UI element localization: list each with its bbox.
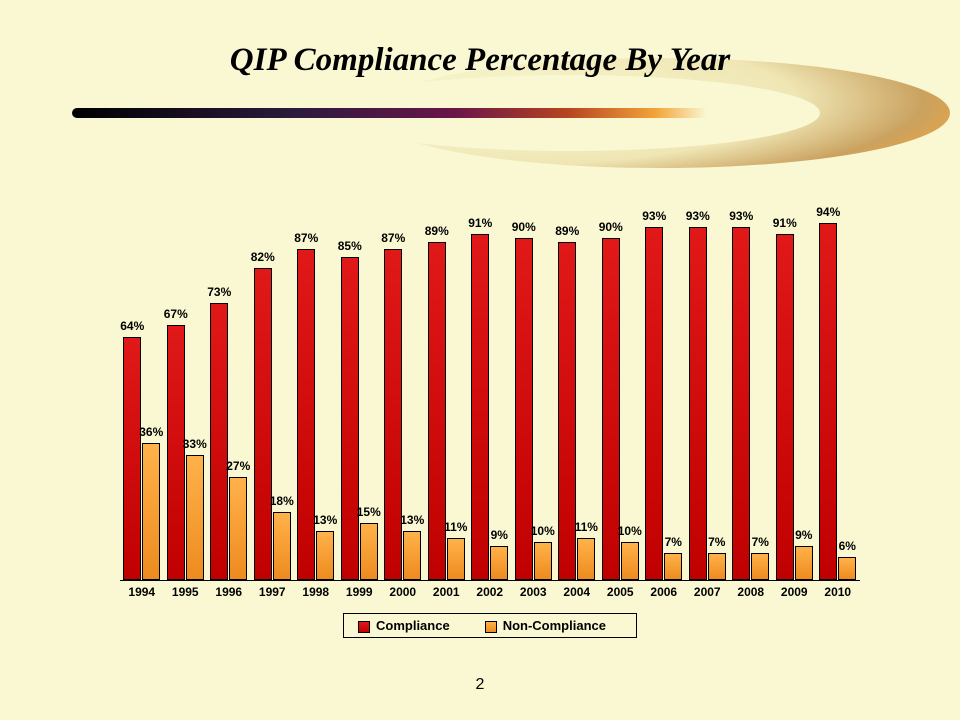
value-label: 89% xyxy=(421,224,453,238)
value-label: 13% xyxy=(397,513,427,527)
bar-compliance xyxy=(254,268,272,580)
value-label: 87% xyxy=(377,231,409,245)
value-label: 64% xyxy=(116,319,148,333)
x-tick-label: 2003 xyxy=(512,585,556,599)
bar-compliance xyxy=(297,249,315,580)
bar-noncompliance xyxy=(403,531,421,580)
legend-swatch xyxy=(358,621,370,633)
bar-compliance xyxy=(123,337,141,580)
bar-noncompliance xyxy=(708,553,726,580)
decorative-swoosh xyxy=(0,0,960,200)
value-label: 91% xyxy=(769,216,801,230)
value-label: 89% xyxy=(551,224,583,238)
value-label: 82% xyxy=(247,250,279,264)
value-label: 93% xyxy=(682,209,714,223)
x-tick-label: 2001 xyxy=(425,585,469,599)
slide-title: QIP Compliance Percentage By Year xyxy=(0,42,960,79)
x-tick-label: 2010 xyxy=(816,585,860,599)
value-label: 6% xyxy=(832,539,862,553)
value-label: 90% xyxy=(508,220,540,234)
value-label: 13% xyxy=(310,513,340,527)
bar-noncompliance xyxy=(490,546,508,580)
bar-noncompliance xyxy=(751,553,769,580)
value-label: 33% xyxy=(180,437,210,451)
legend-label: Non-Compliance xyxy=(503,618,606,633)
x-tick-label: 1995 xyxy=(164,585,208,599)
bar-noncompliance xyxy=(273,512,291,580)
bar-compliance xyxy=(384,249,402,580)
value-label: 9% xyxy=(484,528,514,542)
x-axis: 1994199519961997199819992000200120022003… xyxy=(120,581,860,599)
bar-noncompliance xyxy=(447,538,465,580)
value-label: 10% xyxy=(528,524,558,538)
value-label: 87% xyxy=(290,231,322,245)
page-number: 2 xyxy=(0,676,960,694)
legend-item-noncompliance: Non-Compliance xyxy=(485,618,606,633)
bar-noncompliance xyxy=(621,542,639,580)
bar-noncompliance xyxy=(577,538,595,580)
x-tick-label: 2000 xyxy=(381,585,425,599)
bar-compliance xyxy=(819,223,837,580)
legend-swatch xyxy=(485,621,497,633)
x-tick-label: 1998 xyxy=(294,585,338,599)
value-label: 15% xyxy=(354,505,384,519)
value-label: 94% xyxy=(812,205,844,219)
value-label: 36% xyxy=(136,425,166,439)
x-tick-label: 2006 xyxy=(642,585,686,599)
bar-compliance xyxy=(167,325,185,580)
x-tick-label: 2002 xyxy=(468,585,512,599)
value-label: 73% xyxy=(203,285,235,299)
bar-compliance xyxy=(689,227,707,580)
value-label: 93% xyxy=(638,209,670,223)
value-label: 7% xyxy=(702,535,732,549)
chart-legend: Compliance Non-Compliance xyxy=(343,613,637,638)
value-label: 27% xyxy=(223,459,253,473)
bar-noncompliance xyxy=(534,542,552,580)
legend-label: Compliance xyxy=(376,618,450,633)
value-label: 85% xyxy=(334,239,366,253)
value-label: 10% xyxy=(615,524,645,538)
bar-compliance xyxy=(210,303,228,580)
value-label: 11% xyxy=(571,520,601,534)
value-label: 7% xyxy=(658,535,688,549)
x-tick-label: 2007 xyxy=(686,585,730,599)
x-tick-label: 1997 xyxy=(251,585,295,599)
x-tick-label: 2005 xyxy=(599,585,643,599)
x-tick-label: 2008 xyxy=(729,585,773,599)
value-label: 90% xyxy=(595,220,627,234)
bar-noncompliance xyxy=(664,553,682,580)
bar-noncompliance xyxy=(360,523,378,580)
bar-noncompliance xyxy=(316,531,334,580)
x-tick-label: 2009 xyxy=(773,585,817,599)
x-tick-label: 2004 xyxy=(555,585,599,599)
bar-compliance xyxy=(645,227,663,580)
x-tick-label: 1994 xyxy=(120,585,164,599)
bar-noncompliance xyxy=(795,546,813,580)
value-label: 67% xyxy=(160,307,192,321)
legend-item-compliance: Compliance xyxy=(358,618,450,633)
value-label: 18% xyxy=(267,494,297,508)
x-tick-label: 1999 xyxy=(338,585,382,599)
bar-noncompliance xyxy=(229,477,247,580)
value-label: 91% xyxy=(464,216,496,230)
bar-noncompliance xyxy=(142,443,160,580)
bar-noncompliance xyxy=(186,455,204,580)
value-label: 7% xyxy=(745,535,775,549)
bar-noncompliance xyxy=(838,557,856,580)
compliance-bar-chart: 64%36%67%33%73%27%82%18%87%13%85%15%87%1… xyxy=(120,200,860,638)
value-label: 9% xyxy=(789,528,819,542)
x-tick-label: 1996 xyxy=(207,585,251,599)
value-label: 93% xyxy=(725,209,757,223)
plot-area: 64%36%67%33%73%27%82%18%87%13%85%15%87%1… xyxy=(120,200,860,581)
bar-compliance xyxy=(732,227,750,580)
value-label: 11% xyxy=(441,520,471,534)
bar-compliance xyxy=(341,257,359,580)
